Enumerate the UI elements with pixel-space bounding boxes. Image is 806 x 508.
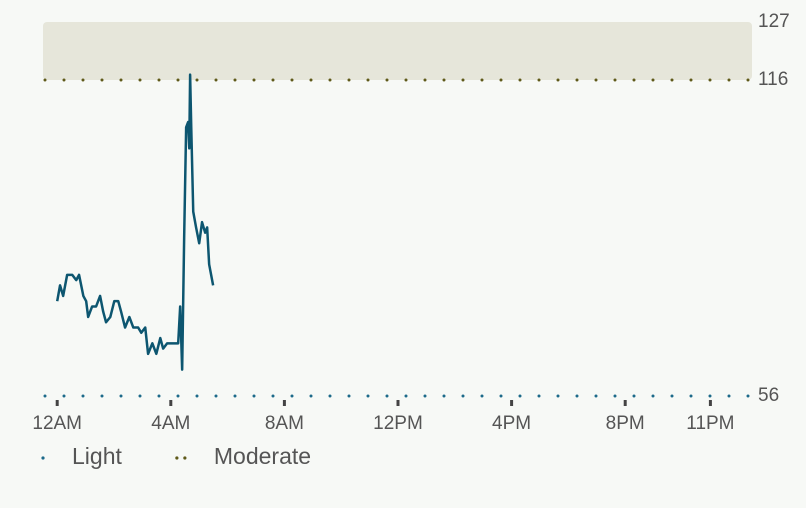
x-tick-label: 4PM <box>492 413 531 434</box>
legend-label: Light <box>72 443 122 469</box>
legend-marker <box>41 456 45 460</box>
legend-label: Moderate <box>214 443 311 469</box>
legend-marker <box>175 456 179 460</box>
y-tick-label: 116 <box>758 69 788 90</box>
x-tick-label: 8AM <box>265 413 304 434</box>
x-tick-label: 12AM <box>32 413 82 434</box>
y-tick-label: 127 <box>758 11 790 32</box>
legend-marker <box>183 456 187 460</box>
x-tick-label: 4AM <box>151 413 190 434</box>
y-tick-label: 56 <box>758 385 779 406</box>
x-tick-label: 8PM <box>606 413 645 434</box>
heart-rate-line <box>55 73 215 371</box>
x-tick-label: 11PM <box>686 413 734 434</box>
peak-band <box>43 22 752 80</box>
x-tick-label: 12PM <box>373 413 423 434</box>
